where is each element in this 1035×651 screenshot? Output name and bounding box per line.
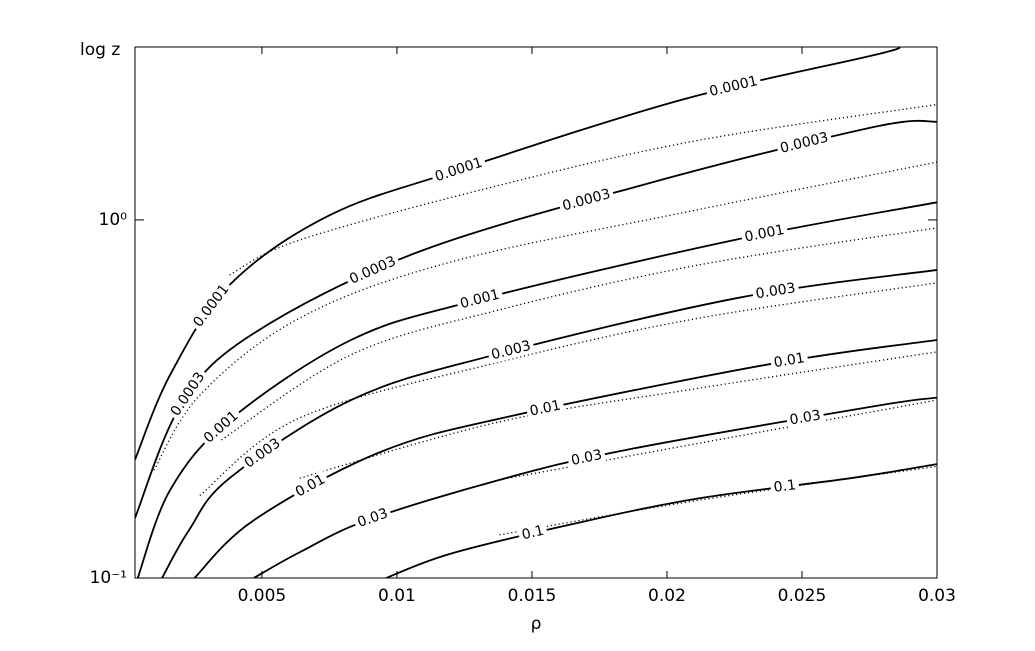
label-background [751,279,800,303]
label-background [517,522,549,545]
dotted-contour [153,161,937,471]
contour-label: 0.1 [520,523,545,544]
dotted-contour [499,399,937,481]
label-background [344,252,402,289]
contour-label-group: 0.01 [769,349,809,372]
label-background [704,72,763,101]
contour-label-group: 0.001 [740,221,789,247]
label-background [769,349,809,372]
contour-label: 0.01 [528,398,562,420]
contour-label-group: 0.03 [785,406,825,429]
plot-frame [134,46,938,579]
label-background [557,185,616,216]
label-background [740,221,789,247]
contour-label-group: 0.03 [566,446,607,470]
y-axis-label: log z [80,40,120,60]
contour-label: 0.03 [789,407,822,428]
x-tick-label: 0.025 [778,586,827,606]
x-tick-label: 0.015 [508,586,557,606]
label-background [198,405,244,449]
x-tick-label: 0.005 [238,586,287,606]
contour-line [135,47,901,461]
contour-label-group: 0.003 [751,279,800,303]
x-tick-label: 0.03 [918,586,956,606]
contour-label: 0.03 [570,447,604,469]
dotted-contour [299,351,937,479]
contour-label: 0.1 [773,477,797,496]
label-background [785,406,825,429]
y-tick-label: 10⁰ [99,210,128,230]
contour-label: 0.003 [755,280,797,302]
dotted-contour [221,227,937,441]
label-background [290,470,331,503]
contour-label: 0.001 [743,222,785,246]
label-background [566,446,607,470]
contour-label-group: 0.1 [517,522,549,545]
y-tick-label: 10⁻¹ [90,568,127,588]
contour-label-group: 0.01 [525,396,566,421]
contour-label-group: 0.1 [769,476,800,497]
label-background [486,337,536,365]
label-background [352,504,393,532]
label-background [165,366,210,422]
contour-line [385,463,937,578]
contour-line [253,396,937,578]
dotted-contour [199,282,937,496]
label-background [775,128,833,158]
contour-label: 0.01 [773,350,806,371]
label-background [769,476,800,497]
x-axis-label: ρ [531,614,542,634]
dotted-contour [499,465,937,536]
x-tick-label: 0.02 [648,586,686,606]
label-background [430,153,488,187]
label-background [455,285,505,313]
label-background [188,279,235,333]
x-tick-label: 0.01 [378,586,416,606]
label-background [525,396,566,421]
label-background [239,433,287,474]
